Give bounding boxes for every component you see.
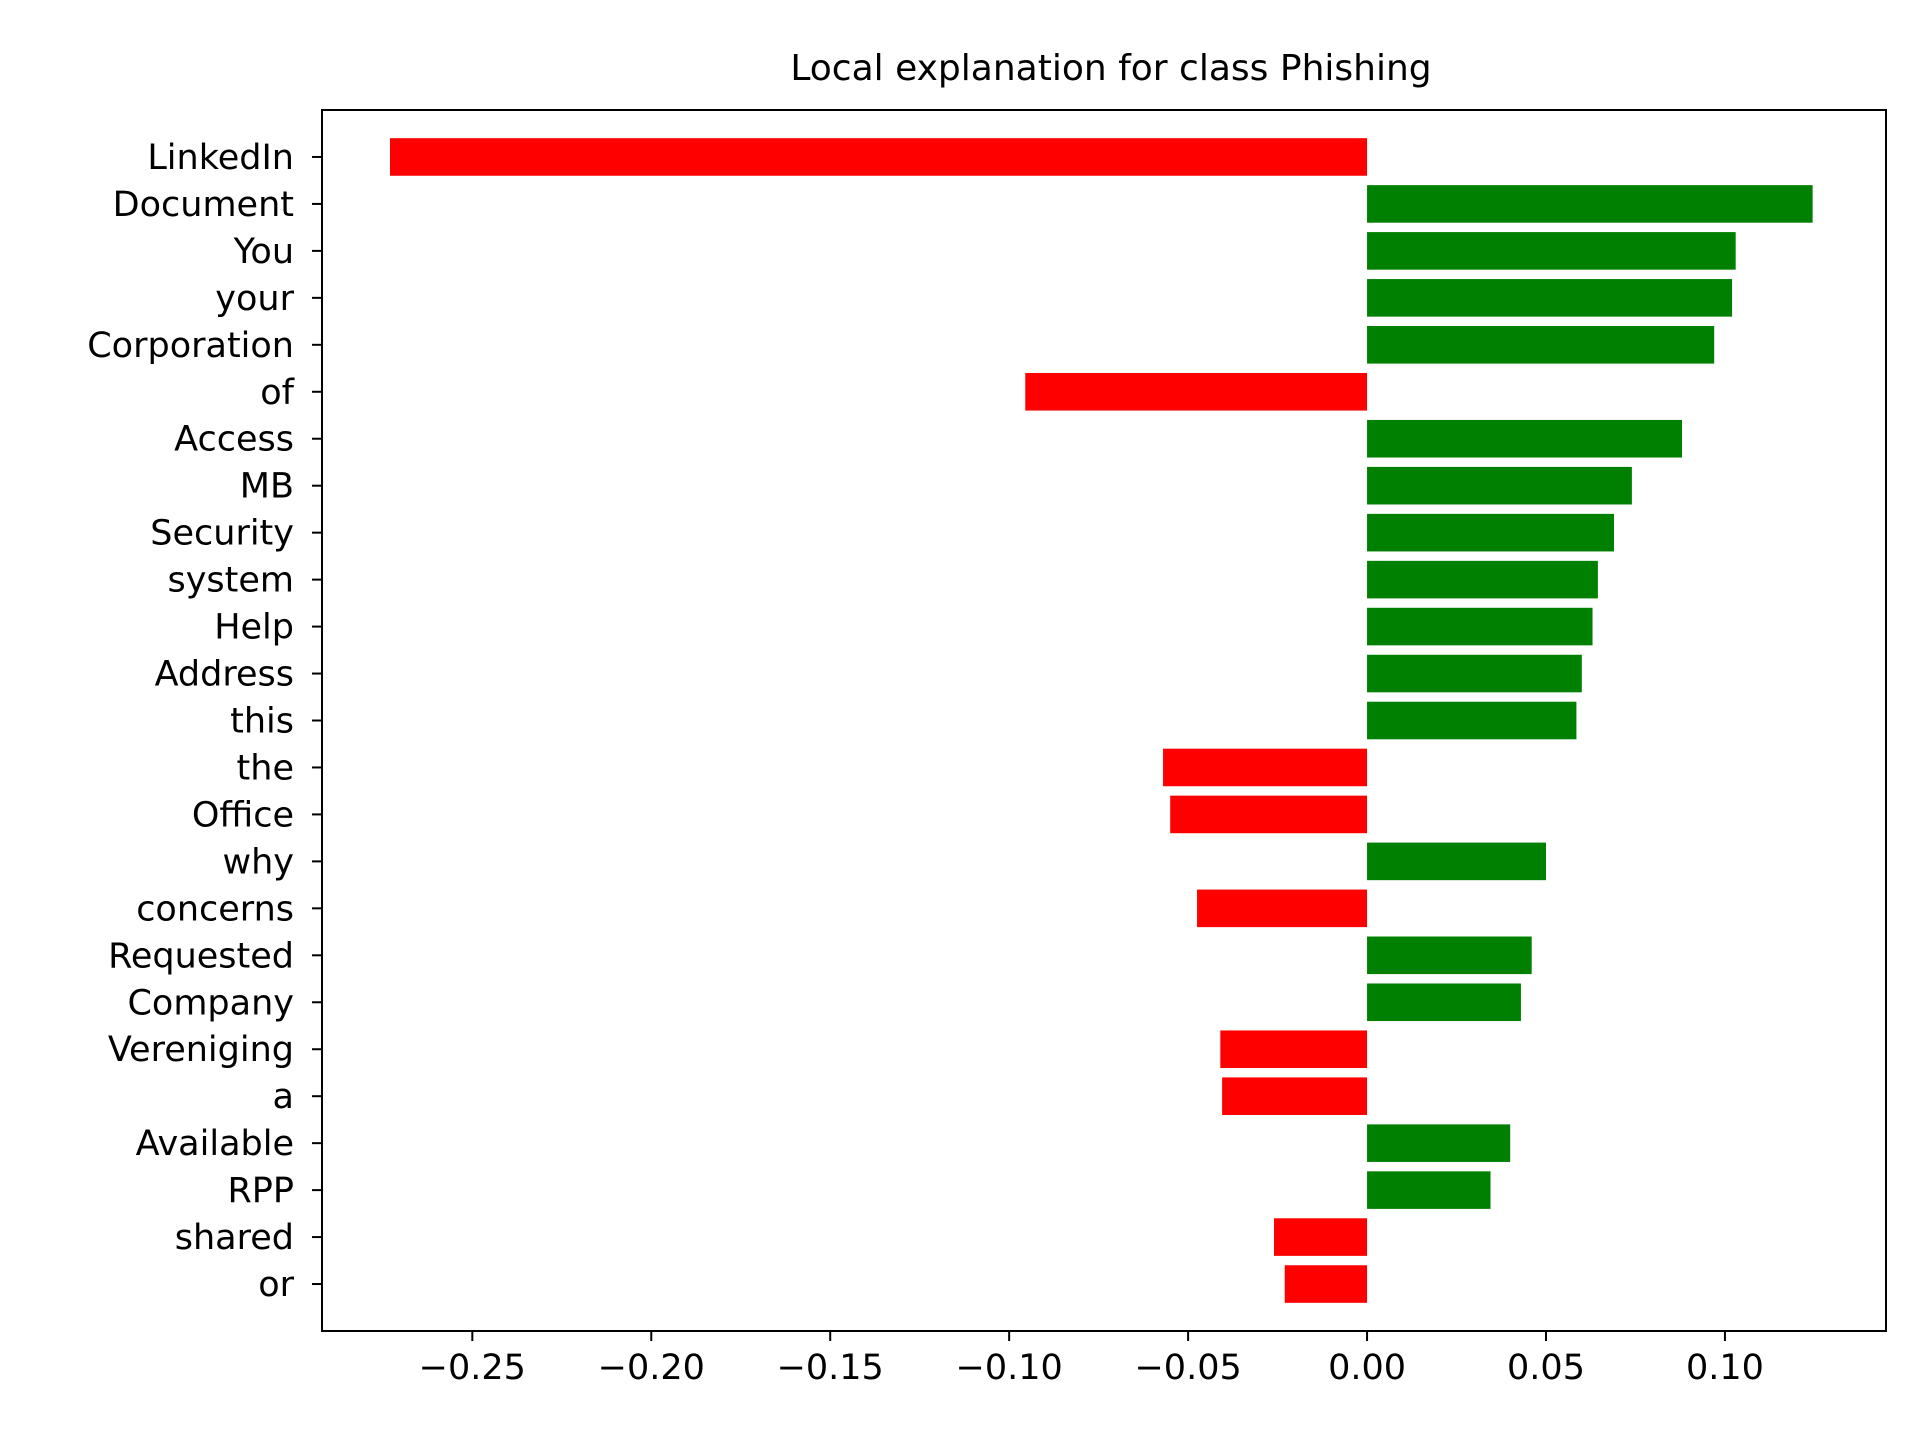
y-tick-label: why	[222, 842, 294, 882]
bar-office	[1170, 795, 1368, 834]
y-tick-label: You	[233, 232, 294, 272]
bar-address	[1367, 654, 1582, 693]
bar-or	[1284, 1265, 1368, 1303]
x-tick-label: 0.10	[1686, 1348, 1764, 1388]
bar-company	[1367, 983, 1521, 1022]
y-tick-label: Document	[113, 185, 294, 225]
y-tick-label: Security	[150, 514, 294, 554]
bar-you	[1367, 232, 1736, 270]
y-tick-label: Corporation	[87, 326, 294, 366]
bar-of	[1025, 372, 1368, 411]
y-tick-label: RPP	[227, 1171, 294, 1211]
bar-document	[1367, 185, 1813, 223]
bar-linkedin	[390, 138, 1368, 176]
x-tick-label: −0.15	[777, 1348, 884, 1388]
bar-this	[1367, 701, 1577, 740]
bar-corporation	[1367, 326, 1715, 364]
bar-why	[1367, 842, 1546, 881]
y-axis: LinkedIn Document You your Corporation of Acce…	[87, 138, 322, 1305]
bar-the	[1163, 748, 1368, 787]
x-tick-label: 0.05	[1507, 1348, 1585, 1388]
bar-security	[1367, 513, 1614, 552]
y-tick-label: Vereniging	[108, 1030, 294, 1070]
y-tick-label: of	[260, 373, 294, 413]
y-tick-label: Available	[136, 1124, 294, 1164]
y-tick-label: or	[258, 1265, 294, 1305]
bars-group	[390, 138, 1813, 1303]
y-tick-label: concerns	[136, 889, 294, 929]
y-tick-label: Access	[174, 420, 294, 460]
bar-shared	[1274, 1218, 1368, 1256]
y-tick-label: Help	[214, 608, 294, 648]
y-tick-label: LinkedIn	[147, 138, 294, 178]
y-tick-label: this	[230, 702, 294, 742]
y-tick-label: Requested	[108, 936, 294, 976]
x-tick-label: −0.25	[419, 1348, 526, 1388]
bar-vereniging	[1220, 1030, 1368, 1069]
y-tick-label: MB	[240, 467, 294, 507]
y-tick-label: Address	[155, 655, 294, 695]
x-axis: −0.25 −0.20 −0.15 −0.10 −0.05 0.00 0.05 0.10	[419, 1331, 1764, 1388]
bar-access	[1367, 419, 1682, 458]
bar-rpp	[1367, 1171, 1491, 1209]
bar-a	[1222, 1077, 1368, 1115]
bar-available	[1367, 1124, 1511, 1162]
y-tick-label: the	[237, 748, 294, 788]
y-tick-label: a	[273, 1077, 294, 1117]
bar-your	[1367, 279, 1733, 317]
bar-help	[1367, 607, 1593, 646]
bar-requested	[1367, 936, 1532, 975]
chart-title: Local explanation for class Phishing	[790, 48, 1431, 89]
bar-mb	[1367, 466, 1632, 505]
y-tick-label: your	[215, 279, 294, 319]
bar-concerns	[1197, 889, 1368, 928]
y-tick-label: system	[167, 561, 294, 601]
y-tick-label: Company	[127, 983, 294, 1023]
y-tick-label: shared	[175, 1218, 294, 1258]
x-tick-label: −0.20	[598, 1348, 705, 1388]
y-tick-label: Office	[192, 795, 294, 835]
x-tick-label: −0.10	[956, 1348, 1063, 1388]
x-tick-label: 0.00	[1328, 1348, 1406, 1388]
bar-system	[1367, 560, 1598, 599]
x-tick-label: −0.05	[1134, 1348, 1241, 1388]
